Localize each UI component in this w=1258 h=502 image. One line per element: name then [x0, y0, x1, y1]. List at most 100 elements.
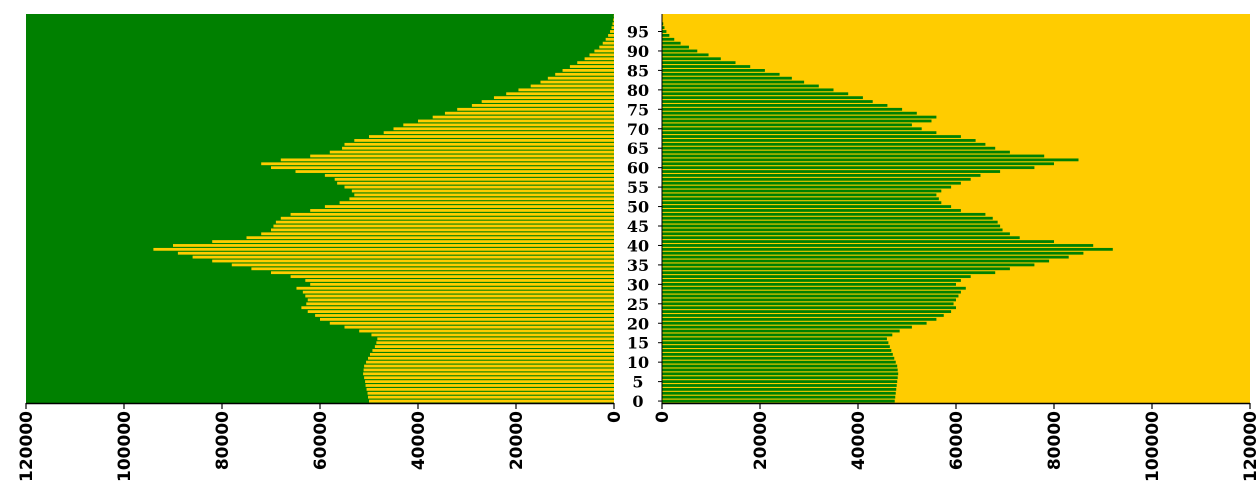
right-bar-age-42: [662, 236, 1020, 240]
left-bar-age-51: [339, 201, 614, 205]
right-bar-age-47: [662, 216, 993, 220]
left-bar-age-44: [271, 228, 614, 232]
left-bar-age-4: [365, 384, 614, 387]
left-bar-age-85: [562, 69, 614, 72]
right-bar-age-68: [662, 135, 961, 138]
right-bar-age-26: [662, 298, 956, 302]
left-bar-age-11: [368, 356, 614, 360]
right-bar-age-25: [662, 302, 954, 306]
left-bar-age-79: [506, 92, 614, 96]
right-bar-age-19: [662, 325, 912, 329]
age-tick-label: 50: [627, 198, 649, 217]
right-bar-age-34: [662, 267, 1010, 271]
left-bar-age-10: [366, 360, 614, 364]
right-bar-age-60: [662, 166, 1035, 170]
right-bar-age-46: [662, 220, 998, 224]
right-bar-age-78: [662, 96, 863, 100]
right-bar-age-75: [662, 107, 903, 111]
age-tick-label: 20: [627, 314, 649, 333]
left-bar-age-68: [369, 135, 614, 138]
right-bar-age-20: [662, 321, 927, 325]
right-bar-age-18: [662, 329, 900, 333]
right-bar-age-76: [662, 104, 888, 107]
right-bar-age-50: [662, 205, 952, 208]
right-bar-age-37: [662, 255, 1069, 259]
left-x-tick-label: 20000: [507, 411, 527, 470]
left-bar-age-74: [444, 111, 614, 115]
right-bar-age-43: [662, 232, 1010, 236]
left-bar-age-54: [351, 189, 614, 193]
right-bar-age-59: [662, 170, 1001, 173]
right-bar-age-87: [662, 61, 736, 65]
left-bar-age-21: [320, 317, 614, 321]
left-bar-age-80: [518, 88, 614, 92]
right-bar-age-61: [662, 162, 1054, 166]
left-bar-age-9: [364, 364, 614, 368]
right-bar-age-79: [662, 92, 849, 96]
right-bar-age-10: [662, 360, 896, 364]
left-bar-age-87: [577, 61, 614, 65]
right-bar-age-30: [662, 282, 956, 286]
left-bar-age-17: [371, 333, 614, 337]
left-bar-age-38: [177, 251, 614, 255]
left-plot-area: [26, 14, 614, 403]
left-bar-age-56: [337, 181, 614, 185]
right-x-tick-label: 120000: [1241, 411, 1258, 482]
left-series-bars: [153, 14, 615, 403]
right-bar-age-36: [662, 259, 1050, 263]
left-bar-age-64: [329, 150, 614, 154]
left-bar-age-26: [307, 298, 614, 302]
right-bar-age-29: [662, 286, 966, 290]
left-bar-age-1: [368, 395, 614, 399]
right-bar-age-49: [662, 209, 961, 212]
right-bar-age-27: [662, 294, 959, 298]
age-tick-label: 75: [627, 100, 649, 119]
left-x-tick-label: 60000: [311, 411, 331, 470]
left-bar-age-81: [530, 84, 614, 88]
age-tick-label: 60: [627, 159, 649, 178]
right-bar-age-69: [662, 131, 937, 135]
left-bar-age-59: [295, 170, 614, 173]
left-bar-age-92: [602, 41, 614, 45]
right-bar-age-12: [662, 352, 893, 356]
right-bar-age-16: [662, 337, 887, 341]
left-bar-age-65: [342, 146, 614, 150]
right-bar-age-70: [662, 127, 922, 131]
left-bar-age-72: [418, 119, 614, 123]
age-tick-label: 30: [627, 275, 649, 294]
right-bar-age-51: [662, 201, 942, 205]
right-bar-age-55: [662, 185, 952, 189]
right-bar-age-93: [662, 37, 675, 41]
left-x-tick-label: 0: [605, 411, 625, 423]
right-bar-age-81: [662, 84, 819, 88]
right-bar-age-3: [662, 387, 897, 391]
left-bar-age-12: [369, 352, 614, 356]
right-bar-age-17: [662, 333, 893, 337]
age-tick-label: 85: [627, 61, 649, 80]
left-bar-age-18: [359, 329, 614, 333]
right-bar-age-39: [662, 247, 1113, 251]
right-bar-age-58: [662, 174, 981, 177]
left-bar-age-36: [212, 259, 614, 263]
left-bar-age-93: [605, 37, 614, 41]
right-bar-age-32: [662, 275, 971, 278]
right-bar-age-6: [662, 376, 898, 380]
right-bar-age-41: [662, 240, 1054, 243]
right-bar-age-84: [662, 72, 780, 76]
left-bar-age-20: [329, 321, 614, 325]
right-bar-age-53: [662, 193, 937, 197]
right-bar-age-88: [662, 57, 721, 61]
age-tick-label: 55: [627, 178, 649, 197]
right-bar-age-7: [662, 372, 899, 376]
left-x-tick-label: 40000: [409, 411, 429, 470]
right-x-tick-label: 60000: [947, 411, 967, 470]
left-bar-age-25: [306, 302, 614, 306]
right-bar-age-82: [662, 80, 805, 84]
axes: [25, 14, 1251, 409]
left-bar-age-30: [310, 282, 614, 286]
age-tick-label: 45: [627, 217, 649, 236]
left-bar-age-97: [612, 22, 614, 26]
age-tick-label: 70: [627, 120, 649, 139]
right-bar-age-90: [662, 49, 698, 53]
